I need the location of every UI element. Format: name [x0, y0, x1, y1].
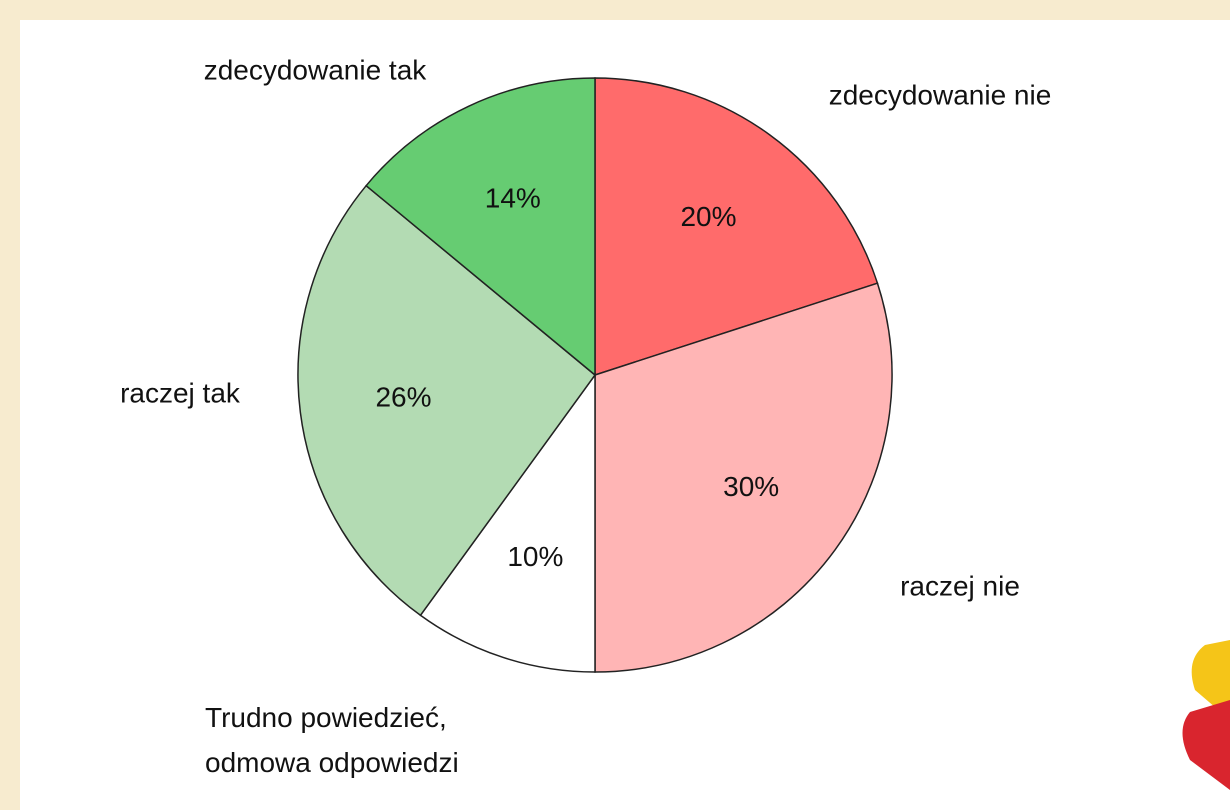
pie-slice [419, 372, 596, 673]
category-label: raczej tak [120, 377, 241, 408]
pie-slice [365, 77, 596, 377]
value-label: 30% [723, 471, 779, 502]
value-label: 20% [680, 201, 736, 232]
value-label: 10% [507, 541, 563, 572]
category-label: zdecydowanie tak [204, 54, 428, 85]
pie-slice [594, 282, 893, 673]
value-label: 26% [375, 382, 431, 413]
logo [1182, 640, 1230, 790]
value-label: 14% [485, 183, 541, 214]
category-label: raczej nie [900, 570, 1020, 601]
category-label: zdecydowanie nie [829, 79, 1052, 110]
category-label: Trudno powiedzieć, odmowa odpowiedzi [205, 702, 459, 778]
pie-slice [594, 77, 879, 377]
pie-slice [297, 184, 597, 617]
